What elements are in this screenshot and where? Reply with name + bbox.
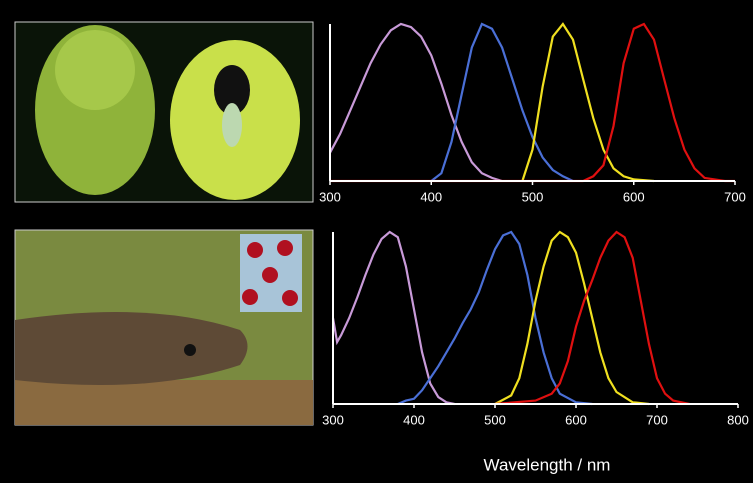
x-tick-label: 300	[322, 412, 344, 427]
spectrum-line	[398, 232, 592, 404]
x-tick-label: 400	[403, 412, 425, 427]
spectrum-line	[330, 24, 502, 181]
x-tick-label: 500	[484, 412, 506, 427]
x-tick-label: 800	[727, 412, 749, 427]
spectrum-line	[431, 24, 573, 181]
x-tick-label: 500	[522, 189, 544, 204]
x-tick-label: 400	[420, 189, 442, 204]
spectrum-line	[330, 24, 735, 181]
bird-photo	[15, 22, 313, 202]
x-tick-label: 600	[565, 412, 587, 427]
x-tick-label: 300	[319, 189, 341, 204]
spectrum-line	[333, 232, 455, 404]
x-axis-label: Wavelength / nm	[484, 455, 611, 474]
spectrum-line	[495, 232, 649, 404]
fish-photo	[15, 230, 313, 425]
x-tick-label: 700	[646, 412, 668, 427]
page: {"chart_data": [ {"type": "line", "xlim"…	[0, 0, 753, 483]
figure: Wavelength / nm 300 400 500 600 700 300 400 500…	[0, 0, 753, 483]
x-tick-label: 700	[724, 189, 746, 204]
x-tick-label: 600	[623, 189, 645, 204]
